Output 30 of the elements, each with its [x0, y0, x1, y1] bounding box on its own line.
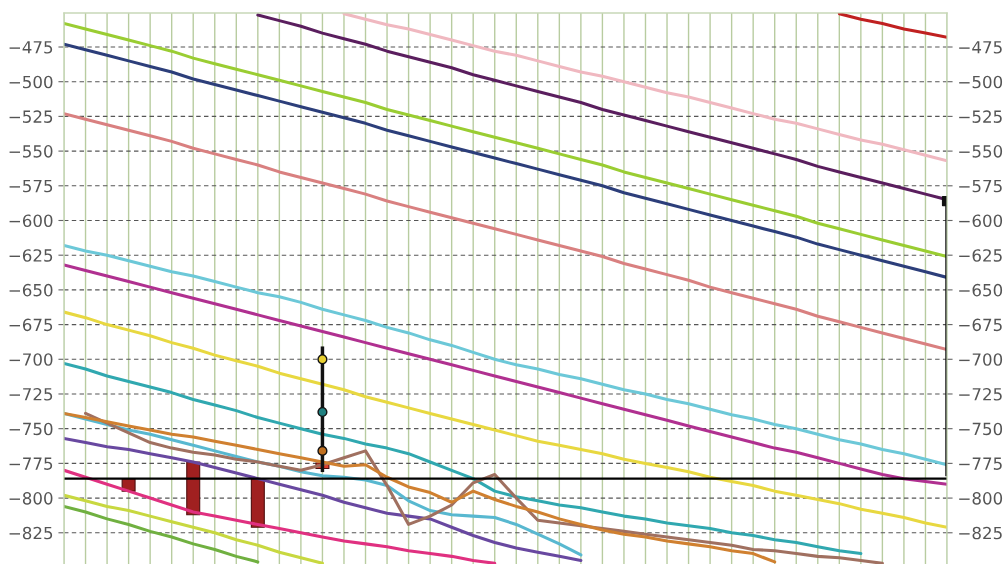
- y2-tick-label: −575: [959, 179, 1002, 193]
- y-tick-label: −700: [9, 353, 53, 366]
- y-tick-label: −475: [9, 41, 53, 54]
- y2-tick-label: −600: [959, 214, 1003, 228]
- y2-tick-label: −500: [959, 75, 1003, 89]
- y-tick-label: −725: [9, 387, 53, 401]
- y2-tick-label: −775: [959, 457, 1002, 470]
- y-tick-label: −625: [9, 249, 53, 262]
- y2-tick-label: −675: [959, 318, 1002, 332]
- y-tick-label: −800: [9, 492, 53, 505]
- y-tick-label: −825: [9, 526, 53, 540]
- y2-tick-label: −525: [959, 110, 1002, 123]
- y-tick-label: −600: [9, 214, 53, 228]
- y-tick-label: −525: [9, 110, 53, 123]
- y-tick-label: −650: [9, 283, 53, 297]
- y-tick-label: −750: [9, 422, 53, 436]
- y2-tick-label: −650: [959, 283, 1003, 297]
- y2-tick-label: −700: [959, 353, 1003, 366]
- y2-tick-label: −475: [959, 41, 1002, 54]
- y-tick-label: −775: [9, 457, 53, 470]
- y2-tick-label: −800: [959, 492, 1003, 505]
- y-tick-label: −550: [9, 145, 53, 158]
- y2-tick-label: −825: [959, 526, 1002, 540]
- y-tick-label: −575: [9, 179, 53, 193]
- y2-tick-label: −750: [959, 422, 1003, 436]
- y-tick-label: −675: [9, 318, 53, 332]
- y2-tick-label: −550: [959, 145, 1003, 158]
- y2-tick-label: −725: [959, 387, 1002, 401]
- y-tick-label: −500: [9, 75, 53, 89]
- y2-tick-label: −625: [959, 249, 1002, 262]
